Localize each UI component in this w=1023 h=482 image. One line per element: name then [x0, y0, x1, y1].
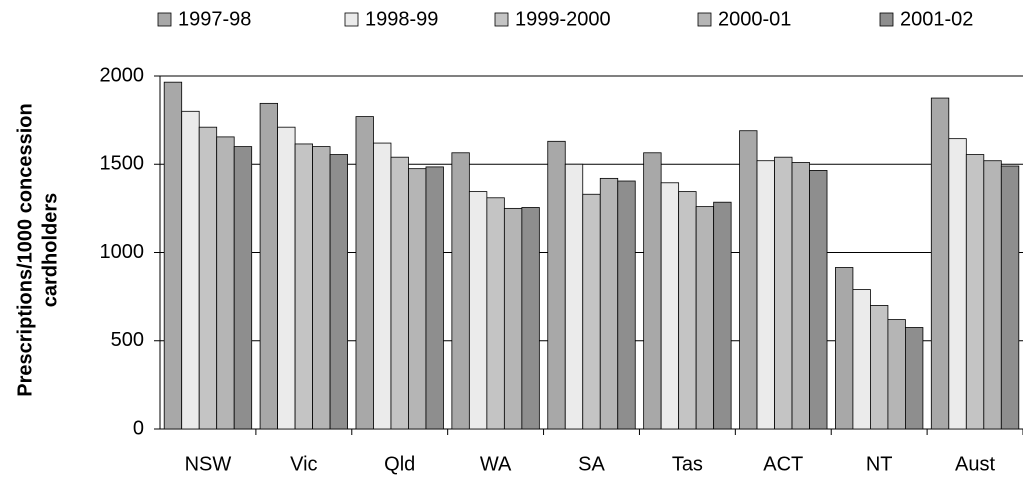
y-tick-label: 1000	[100, 241, 145, 263]
bar	[468, 191, 488, 430]
y-axis-title: cardholders	[39, 193, 61, 307]
bar	[905, 327, 924, 430]
bar	[312, 146, 331, 430]
bar	[739, 130, 758, 430]
x-tick-label: Tas	[672, 453, 703, 475]
bar	[643, 152, 662, 430]
x-tick-label: ACT	[763, 453, 803, 475]
legend-label: 1997-98	[178, 8, 251, 30]
bar	[390, 156, 409, 430]
y-tick-label: 2000	[100, 64, 145, 86]
bar	[329, 154, 348, 430]
bar	[678, 191, 697, 430]
bar	[486, 197, 505, 430]
x-tick-label: WA	[480, 453, 512, 475]
bar	[852, 289, 871, 430]
y-tick-label: 0	[133, 417, 144, 439]
bar	[547, 140, 566, 430]
bar	[277, 126, 296, 430]
bar	[660, 182, 680, 430]
bar	[756, 160, 775, 430]
bar	[355, 116, 374, 430]
x-tick-label: Aust	[955, 453, 995, 475]
bar	[408, 168, 427, 430]
bar	[216, 136, 235, 430]
bar	[582, 193, 601, 430]
bar	[930, 97, 950, 430]
bar	[521, 207, 540, 430]
y-tick-label: 500	[111, 329, 144, 351]
x-tick-label: Qld	[384, 453, 415, 475]
bar	[809, 170, 828, 430]
bar	[373, 142, 392, 430]
bar	[451, 152, 470, 430]
legend-swatch	[879, 12, 894, 27]
x-tick-label: NSW	[185, 453, 232, 475]
legend-label: 1999-2000	[515, 8, 611, 30]
bar	[835, 267, 854, 430]
bar	[791, 162, 810, 430]
x-tick-label: NT	[866, 453, 893, 475]
legend-swatch	[157, 12, 172, 27]
bar	[870, 305, 889, 430]
bar	[503, 207, 523, 430]
x-tick-label: Vic	[290, 453, 317, 475]
bar	[1000, 165, 1020, 430]
bar	[965, 154, 985, 430]
bar	[564, 163, 584, 430]
y-tick-label: 1500	[100, 153, 145, 175]
bar	[713, 201, 732, 430]
bar	[983, 160, 1002, 430]
bar	[425, 166, 444, 430]
x-tick-label: SA	[578, 453, 605, 475]
bar	[233, 146, 253, 430]
bar	[695, 206, 715, 430]
bar	[163, 81, 183, 430]
bar	[887, 319, 906, 430]
bar	[259, 102, 278, 430]
legend-label: 1998-99	[365, 8, 438, 30]
legend-swatch	[697, 12, 712, 27]
bar	[948, 138, 967, 430]
bar	[617, 180, 636, 430]
bar	[774, 156, 793, 430]
legend-swatch	[344, 12, 359, 27]
y-axis-title: Prescriptions/1000 concession	[14, 103, 36, 396]
legend-label: 2000-01	[718, 8, 791, 30]
legend-swatch	[494, 12, 509, 27]
legend-label: 2001-02	[900, 8, 973, 30]
bar	[294, 143, 313, 430]
bar	[599, 177, 619, 430]
bar	[181, 110, 200, 430]
bar	[198, 126, 218, 430]
